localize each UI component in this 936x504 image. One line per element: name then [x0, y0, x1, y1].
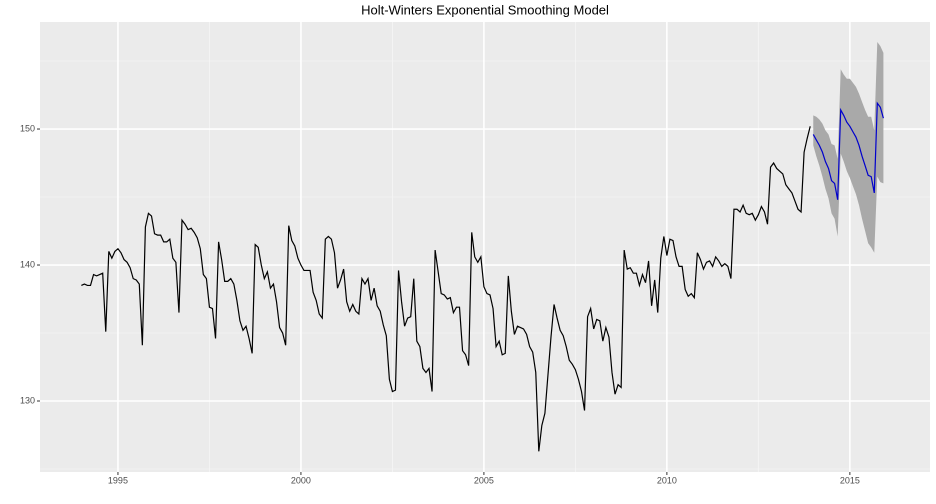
y-tick-label: 150 [20, 123, 35, 133]
x-tick-label: 2015 [840, 475, 860, 485]
series-line [812, 101, 884, 200]
x-tick-label: 1995 [108, 475, 128, 485]
chart-title: Holt-Winters Exponential Smoothing Model [361, 2, 609, 17]
x-tick-label: 2010 [657, 475, 677, 485]
x-tick-label: 2000 [291, 475, 311, 485]
confidence-band [813, 41, 884, 253]
y-tick-label: 130 [20, 395, 35, 405]
series-line [81, 126, 811, 452]
y-tick-label: 140 [20, 259, 35, 269]
x-tick-label: 2005 [474, 475, 494, 485]
plot-background [40, 22, 930, 472]
